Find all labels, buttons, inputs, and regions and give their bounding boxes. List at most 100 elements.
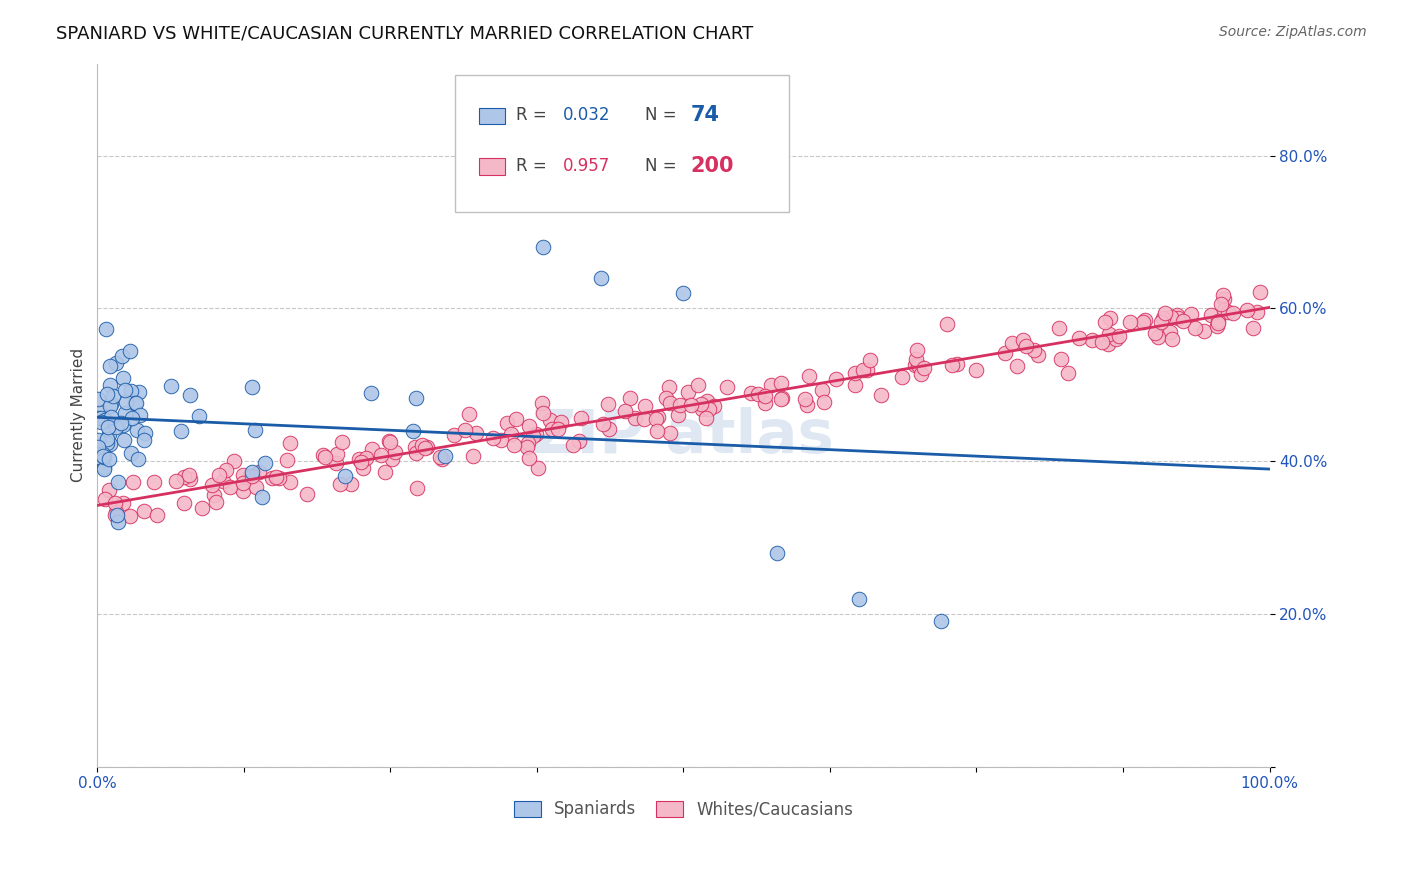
Point — [90, 411, 112, 425]
Point — [1097, 337, 1119, 351]
Point — [93, 460, 115, 475]
Point — [598, 422, 620, 436]
Point — [716, 380, 738, 394]
Point — [160, 379, 183, 393]
Point — [107, 475, 129, 489]
Point — [93, 447, 115, 461]
Point — [247, 465, 270, 479]
Point — [165, 475, 187, 489]
Point — [433, 450, 456, 464]
Point — [215, 463, 238, 477]
Point — [1069, 331, 1091, 345]
Point — [905, 352, 928, 367]
Point — [98, 451, 121, 466]
Text: 0.957: 0.957 — [562, 157, 610, 175]
Point — [111, 417, 134, 432]
Point — [1132, 315, 1154, 329]
Point — [1212, 302, 1234, 317]
Point — [852, 363, 875, 377]
Point — [540, 413, 562, 427]
Point — [114, 406, 136, 420]
Point — [330, 435, 353, 450]
Point — [793, 392, 815, 407]
Point — [929, 615, 952, 629]
Point — [769, 392, 792, 406]
Point — [844, 367, 866, 381]
Point — [314, 450, 336, 464]
Point — [110, 416, 132, 430]
Point — [121, 410, 143, 425]
Point — [333, 468, 356, 483]
Point — [690, 402, 713, 417]
Point — [858, 353, 880, 368]
Point — [550, 415, 572, 429]
Point — [524, 427, 547, 442]
Point — [132, 504, 155, 518]
Text: N =: N = — [645, 106, 676, 124]
Point — [690, 397, 713, 411]
Point — [360, 386, 382, 401]
Point — [904, 359, 927, 373]
Point — [97, 427, 120, 442]
Point — [1212, 292, 1234, 306]
Point — [1152, 310, 1174, 325]
Point — [856, 362, 879, 376]
Point — [1184, 321, 1206, 335]
Point — [179, 388, 201, 402]
Text: 74: 74 — [690, 105, 720, 126]
Point — [1222, 305, 1244, 319]
Point — [134, 425, 156, 440]
Point — [517, 450, 540, 465]
Point — [105, 505, 128, 519]
Text: ZIP atlas: ZIP atlas — [533, 407, 834, 466]
Point — [495, 417, 517, 431]
Point — [754, 389, 776, 403]
Point — [112, 371, 135, 385]
Point — [633, 412, 655, 426]
Point — [912, 360, 935, 375]
Point — [87, 440, 110, 454]
Point — [547, 422, 569, 436]
Point — [111, 350, 134, 364]
FancyBboxPatch shape — [479, 158, 505, 175]
Point — [87, 405, 110, 419]
Point — [125, 423, 148, 437]
Point — [936, 317, 959, 331]
Point — [93, 462, 115, 476]
Point — [354, 451, 377, 466]
Point — [212, 474, 235, 488]
Point — [128, 385, 150, 400]
FancyBboxPatch shape — [456, 75, 789, 211]
Point — [522, 429, 544, 443]
Point — [416, 440, 439, 454]
Point — [253, 456, 276, 470]
Point — [243, 423, 266, 437]
Point — [90, 415, 112, 429]
Point — [98, 359, 121, 373]
Point — [232, 475, 254, 490]
Point — [405, 446, 427, 460]
Point — [699, 402, 721, 417]
Point — [1047, 321, 1070, 335]
Point — [531, 240, 554, 254]
Point — [797, 369, 820, 384]
Point — [491, 433, 513, 447]
Point — [1212, 288, 1234, 302]
Point — [1241, 321, 1264, 335]
Point — [98, 378, 121, 392]
Point — [87, 392, 110, 406]
Point — [965, 363, 987, 377]
Point — [1081, 333, 1104, 347]
Point — [561, 438, 583, 452]
Point — [681, 398, 703, 412]
Point — [107, 515, 129, 529]
Point — [672, 286, 695, 301]
Point — [118, 344, 141, 359]
Point — [1206, 317, 1229, 331]
Point — [907, 359, 929, 373]
Point — [1159, 325, 1181, 339]
Point — [655, 391, 678, 405]
Point — [232, 483, 254, 498]
Point — [761, 378, 783, 392]
Point — [890, 370, 912, 384]
